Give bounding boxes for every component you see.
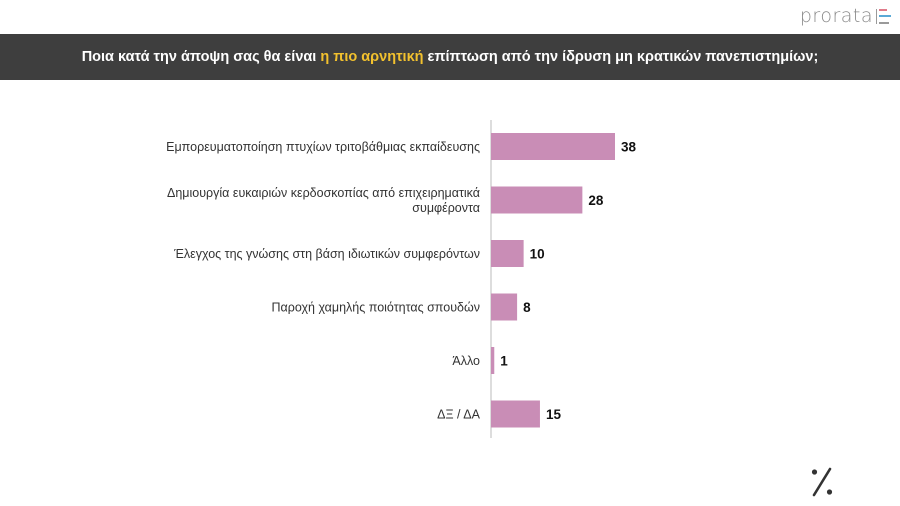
value-label-5: 15	[546, 407, 562, 422]
percent-icon	[811, 467, 833, 497]
category-label-line: Παροχή χαμηλής ποιότητας σπουδών	[271, 301, 480, 315]
category-label-line: Εμπορευματοποίηση πτυχίων τριτοβάθμιας ε…	[166, 140, 480, 154]
title-part-1: Ποια κατά την άποψη σας θα είναι	[81, 49, 321, 65]
brand-name: prorata	[799, 5, 873, 27]
chart-title: Ποια κατά την άποψη σας θα είναι η πιο α…	[82, 49, 819, 65]
bar-2	[491, 240, 524, 267]
bar-4	[491, 347, 495, 374]
category-label-1: Δημιουργία ευκαιριών κερδοσκοπίας από επ…	[167, 186, 480, 215]
category-label-line: Δημιουργία ευκαιριών κερδοσκοπίας από επ…	[167, 186, 480, 200]
category-label-2: Έλεγχος της γνώσης στη βάση ιδιωτικών συ…	[173, 247, 480, 261]
value-label-1: 28	[588, 193, 604, 208]
category-label-0: Εμπορευματοποίηση πτυχίων τριτοβάθμιας ε…	[166, 140, 480, 154]
category-label-line: συμφέροντα	[412, 201, 480, 215]
category-label-4: Άλλο	[452, 354, 480, 368]
brand-bars-icon	[876, 8, 891, 24]
category-label-line: Έλεγχος της γνώσης στη βάση ιδιωτικών συ…	[173, 247, 480, 261]
bar-5	[491, 400, 540, 428]
bar-1	[491, 186, 583, 214]
title-highlight: η πιο αρνητική	[320, 49, 424, 65]
value-label-2: 10	[530, 247, 545, 262]
bar-chart: 38 Εμπορευματοποίηση πτυχίων τριτοβάθμιας…	[166, 120, 637, 438]
title-bar: Ποια κατά την άποψη σας θα είναι η πιο α…	[0, 34, 900, 80]
bar-0	[491, 133, 615, 160]
prorata-logo: prorata	[799, 4, 891, 28]
bar-3	[491, 293, 518, 321]
title-part-2: επίπτωση από την ίδρυση μη κρατικών πανε…	[423, 49, 819, 65]
category-label-line: Άλλο	[452, 354, 480, 368]
category-label-line: ΔΞ / ΔΑ	[437, 408, 481, 422]
value-label-0: 38	[621, 140, 637, 155]
category-label-3: Παροχή χαμηλής ποιότητας σπουδών	[271, 301, 480, 315]
value-label-3: 8	[523, 300, 531, 315]
category-label-5: ΔΞ / ΔΑ	[437, 408, 481, 422]
value-label-4: 1	[500, 354, 508, 369]
